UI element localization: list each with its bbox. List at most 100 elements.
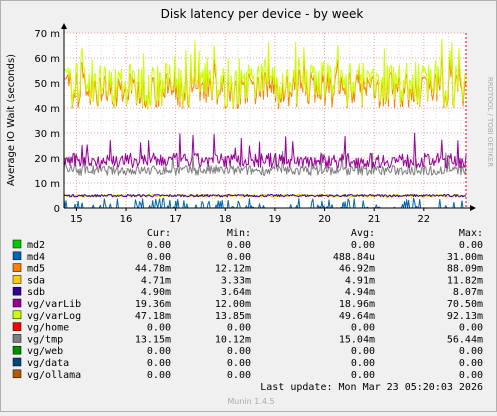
legend-name: vg/ollama [27, 370, 81, 381]
legend-value: 4.91m [345, 275, 375, 286]
legend-header: Min: [227, 228, 251, 239]
y-tick-label: 0 [54, 204, 60, 215]
legend-value: 0.00 [227, 252, 251, 263]
legend-value: 49.64m [339, 311, 375, 322]
x-tick-label: 15 [70, 214, 83, 225]
legend-name: sdb [27, 287, 45, 298]
series-line-sdb [63, 193, 467, 198]
legend-swatch [12, 310, 22, 320]
legend-swatch [12, 322, 22, 331]
legend-name: md5 [27, 264, 45, 275]
legend-swatch [12, 275, 22, 284]
legend-value: 0.00 [227, 358, 251, 369]
legend-swatch [12, 369, 22, 379]
legend-value: 15.04m [339, 334, 375, 345]
y-tick-label: 40 m [34, 104, 60, 115]
legend-value: 0.00 [351, 323, 375, 334]
x-axis-arrow [470, 205, 476, 211]
rrdtool-credit: RRDTOOL / TOBI OETIKER [486, 77, 494, 167]
legend-value: 31.00m [447, 252, 483, 263]
legend-value: 0.00 [147, 358, 171, 369]
legend-value: 18.96m [339, 299, 375, 310]
legend-name: sda [27, 275, 45, 286]
legend-value: 4.71m [141, 275, 171, 286]
legend-value: 0.00 [459, 323, 483, 334]
legend-swatch [12, 345, 22, 355]
series-line-vg-varLib [63, 132, 467, 169]
y-tick-label: 10 m [34, 179, 60, 190]
legend-value: 0.00 [351, 240, 375, 251]
legend-swatch [12, 357, 22, 367]
legend-value: 4.90m [141, 287, 171, 298]
legend-value: 11.82m [447, 275, 483, 286]
y-axis-arrow [61, 23, 67, 29]
legend-name: vg/varLog [27, 311, 81, 322]
y-tick-label: 50 m [34, 79, 60, 90]
x-tick-label: 22 [417, 214, 430, 225]
x-tick-label: 20 [318, 214, 331, 225]
legend-value: 0.00 [147, 323, 171, 334]
last-update: Last update: Mon Mar 23 05:20:03 2026 [260, 382, 483, 393]
legend-value: 0.00 [351, 358, 375, 369]
legend-value: 44.78m [135, 264, 171, 275]
legend-value: 3.64m [221, 287, 251, 298]
legend-value: 488.84u [333, 252, 375, 263]
legend-value: 88.09m [447, 264, 483, 275]
legend-value: 0.00 [147, 346, 171, 357]
x-tick-label: 17 [169, 214, 182, 225]
legend-swatch [12, 334, 22, 343]
legend-name: vg/home [27, 323, 69, 334]
legend-value: 12.00m [215, 299, 251, 310]
legend-value: 8.07m [453, 287, 483, 298]
legend-value: 0.00 [227, 346, 251, 357]
y-tick-label: 30 m [34, 129, 60, 140]
legend-value: 12.12m [215, 264, 251, 275]
legend-value: 0.00 [227, 323, 251, 334]
legend-value: 70.50m [447, 299, 483, 310]
legend-swatch [12, 298, 22, 308]
y-tick-label: 60 m [34, 54, 60, 65]
legend-value: 92.13m [447, 311, 483, 322]
legend-value: 19.36m [135, 299, 171, 310]
legend-value: 10.12m [215, 334, 251, 345]
legend-name: md2 [27, 240, 45, 251]
legend-swatch [12, 251, 22, 261]
legend-value: 46.92m [339, 264, 375, 275]
x-tick-label: 19 [269, 214, 282, 225]
legend-name: md4 [27, 252, 45, 263]
chart-title: Disk latency per device - by week [161, 7, 364, 21]
series-line-vg-tmp [63, 150, 467, 176]
legend-value: 0.00 [351, 370, 375, 381]
legend-value: 13.15m [135, 334, 171, 345]
legend-swatch [12, 239, 22, 249]
legend-value: 0.00 [459, 346, 483, 357]
legend-value: 0.00 [147, 370, 171, 381]
legend-value: 0.00 [147, 240, 171, 251]
legend-header: Cur: [147, 228, 171, 239]
y-axis-label: Average IO Wait (seconds) [6, 54, 17, 186]
legend-value: 0.00 [227, 370, 251, 381]
munin-version: Munin 1.4.5 [227, 397, 274, 406]
legend-name: vg/varLib [27, 299, 81, 310]
y-tick-label: 70 m [34, 29, 60, 40]
legend-value: 56.44m [447, 334, 483, 345]
series-line-vg-varLog [63, 38, 467, 109]
x-tick-label: 21 [368, 214, 381, 225]
legend-value: 0.00 [351, 346, 375, 357]
legend-value: 0.00 [459, 240, 483, 251]
x-tick-label: 16 [120, 214, 133, 225]
axes: 0 10 m 20 m 30 m 40 m 50 m 60 m 70 m 15 16 17 18 19 2… [34, 23, 476, 225]
legend-value: 0.00 [459, 358, 483, 369]
legend-value: 13.85m [215, 311, 251, 322]
legend-value: 3.33m [221, 275, 251, 286]
legend-value: 47.18m [135, 311, 171, 322]
x-tick-label: 18 [219, 214, 232, 225]
legend-value: 4.94m [345, 287, 375, 298]
legend-name: vg/data [27, 358, 69, 369]
legend-name: vg/web [27, 346, 63, 357]
legend-swatch [12, 286, 22, 296]
legend-value: 0.00 [227, 240, 251, 251]
